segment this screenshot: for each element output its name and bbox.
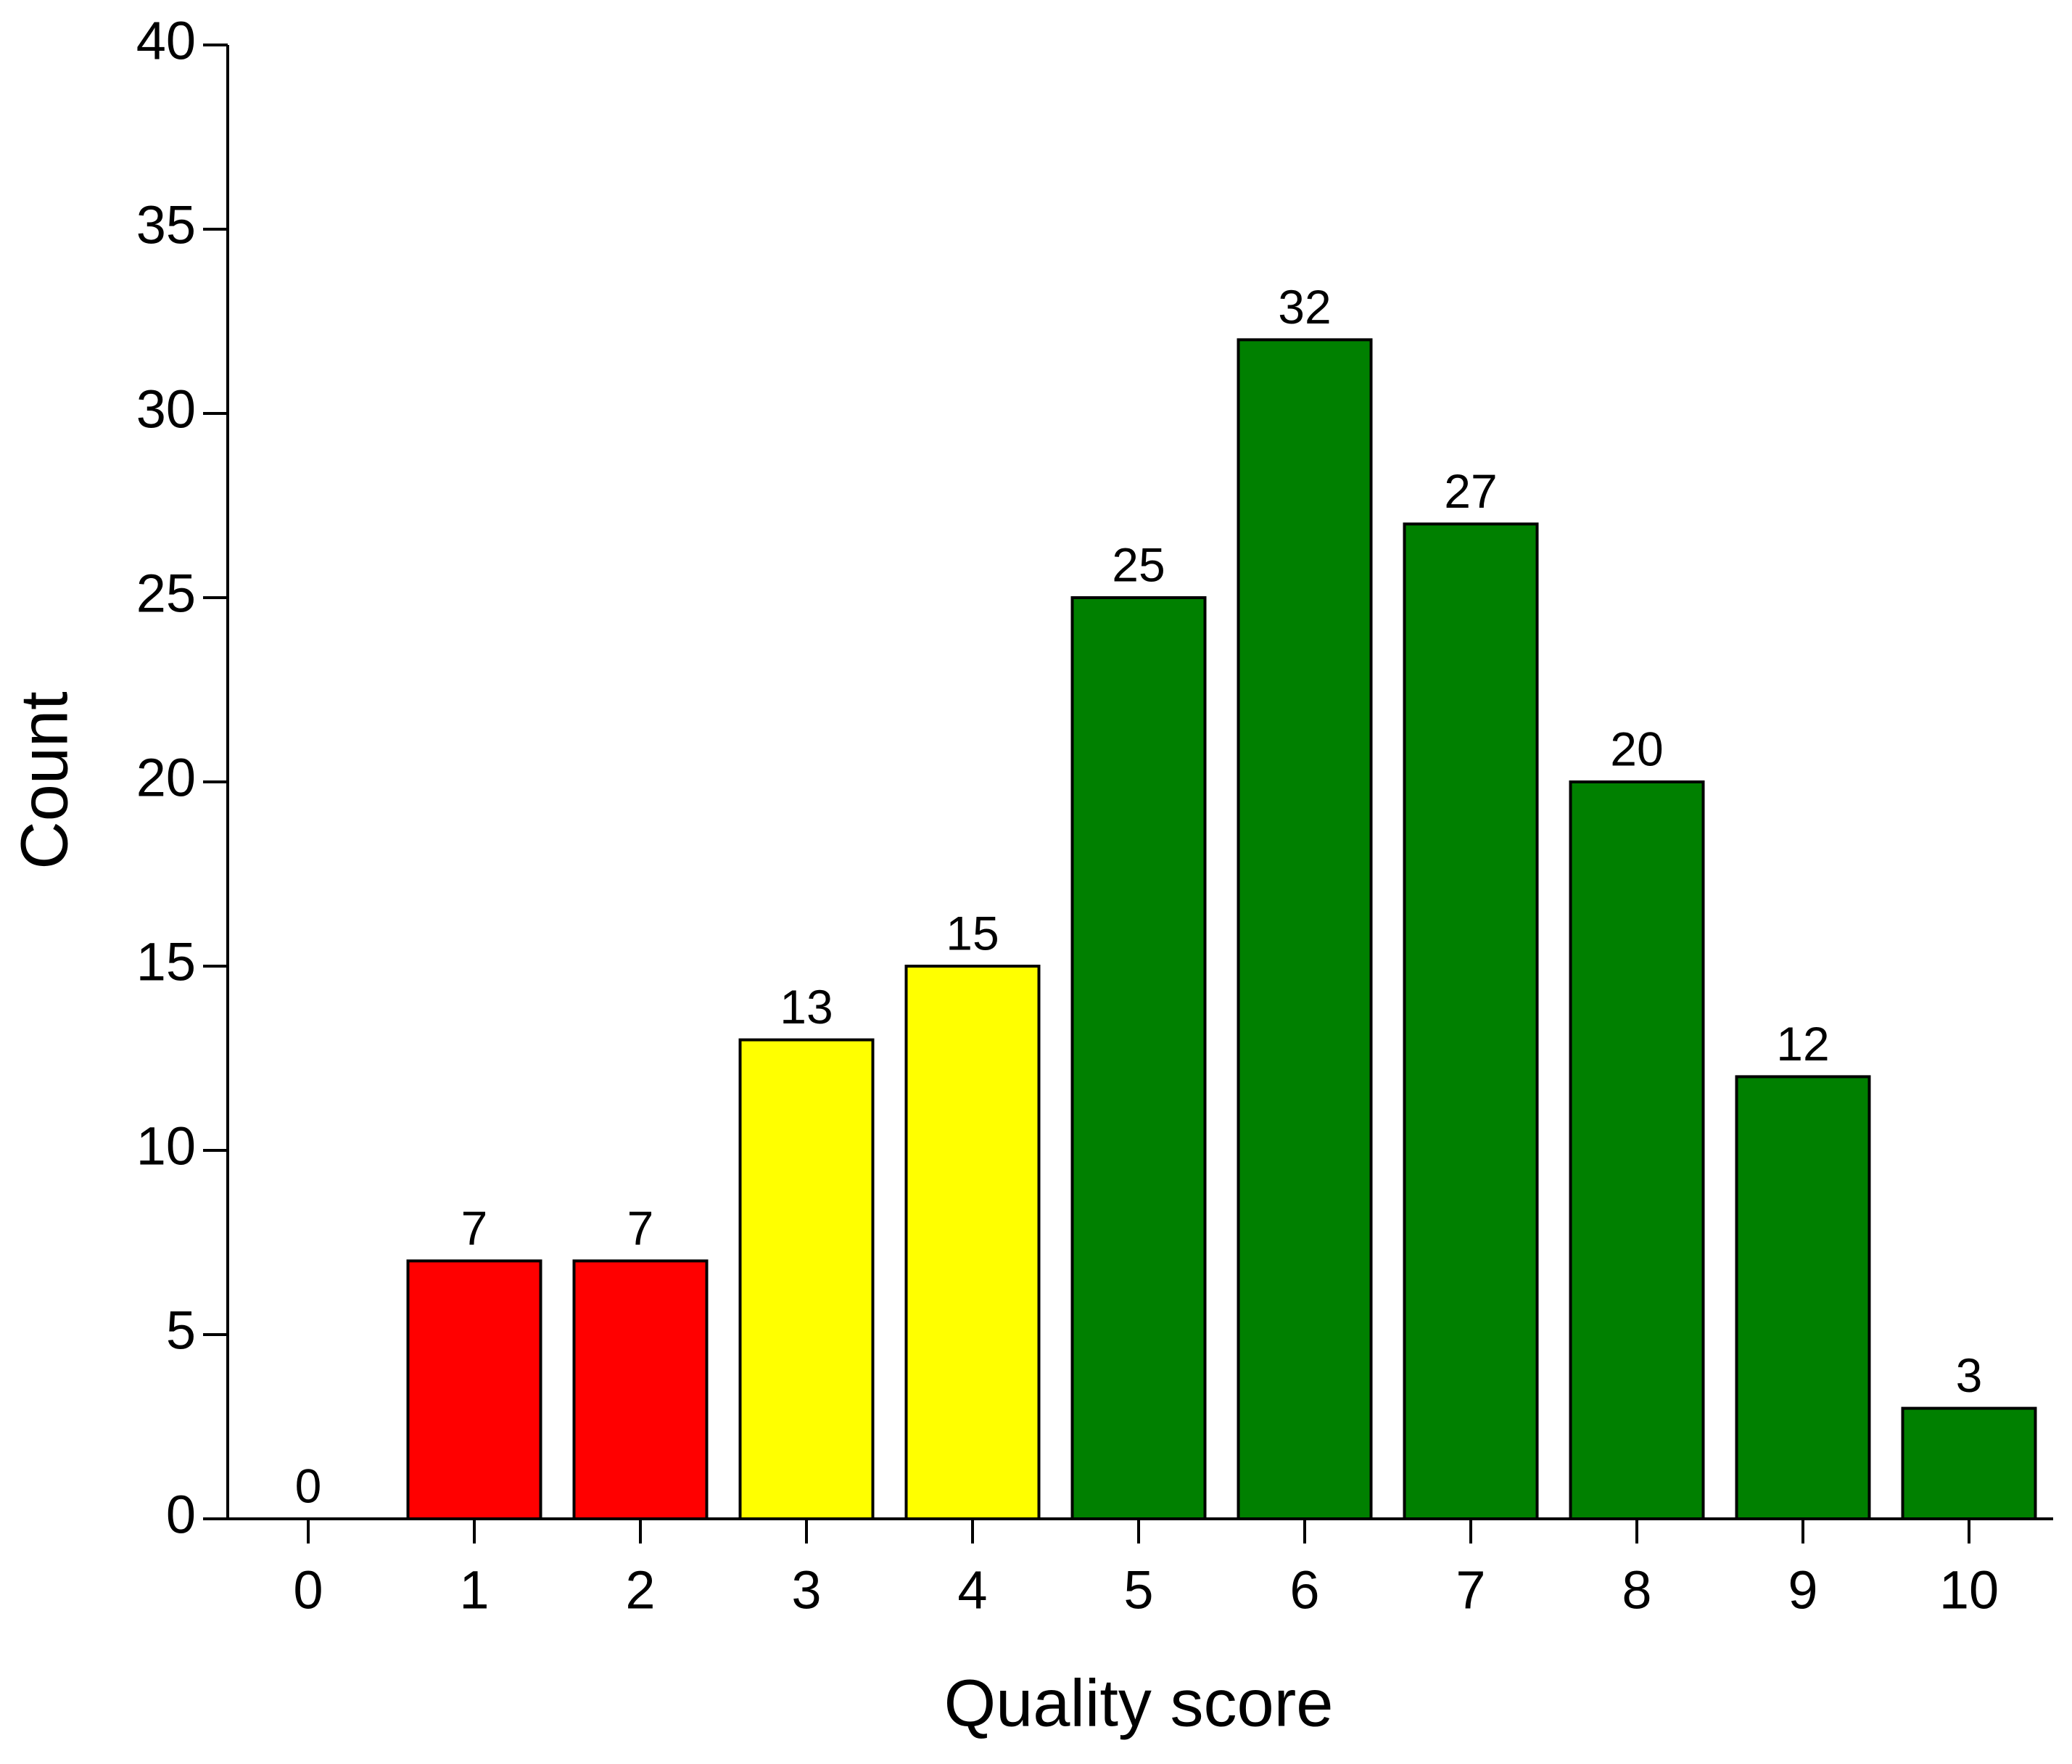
x-tick-label: 10 [1939, 1560, 1999, 1620]
y-tick-label: 15 [136, 932, 196, 992]
y-tick-label: 35 [136, 195, 196, 255]
y-tick-label: 30 [136, 379, 196, 440]
y-axis-title: Count [7, 691, 81, 870]
value-label: 0 [295, 1459, 322, 1512]
bar [904, 965, 1041, 1520]
x-tick-label: 7 [1456, 1560, 1485, 1620]
value-label: 25 [1112, 537, 1165, 591]
value-label: 3 [1956, 1348, 1983, 1402]
x-tick-label: 8 [1622, 1560, 1651, 1620]
bar [572, 1259, 709, 1521]
bar [1735, 1075, 1871, 1520]
bar [1901, 1406, 2037, 1520]
bar [1403, 522, 1539, 1520]
bar [1237, 338, 1373, 1520]
x-tick-label: 4 [957, 1560, 987, 1620]
x-tick-label: 3 [791, 1560, 821, 1620]
value-label: 7 [461, 1201, 488, 1255]
value-label: 12 [1776, 1017, 1829, 1071]
x-tick-label: 1 [459, 1560, 489, 1620]
y-tick-label: 10 [136, 1116, 196, 1176]
y-tick-label: 40 [136, 11, 196, 71]
x-tick-label: 6 [1289, 1560, 1319, 1620]
bar [1070, 596, 1207, 1520]
x-axis-title: Quality score [944, 1666, 1334, 1740]
value-label: 13 [780, 980, 833, 1034]
x-tick-label: 0 [293, 1560, 323, 1620]
y-tick-label: 25 [136, 564, 196, 624]
bar [406, 1259, 542, 1521]
y-tick-label: 5 [166, 1301, 196, 1361]
value-label: 20 [1610, 722, 1663, 775]
bar [738, 1038, 875, 1520]
value-label: 7 [627, 1201, 654, 1255]
y-tick-label: 0 [166, 1485, 196, 1545]
value-label: 27 [1444, 464, 1497, 518]
y-tick-label: 20 [136, 748, 196, 808]
x-tick-label: 2 [625, 1560, 655, 1620]
x-tick-label: 9 [1788, 1560, 1817, 1620]
bar [1569, 780, 1705, 1520]
value-label: 15 [946, 906, 999, 960]
x-tick-label: 5 [1123, 1560, 1153, 1620]
value-label: 32 [1278, 280, 1331, 334]
